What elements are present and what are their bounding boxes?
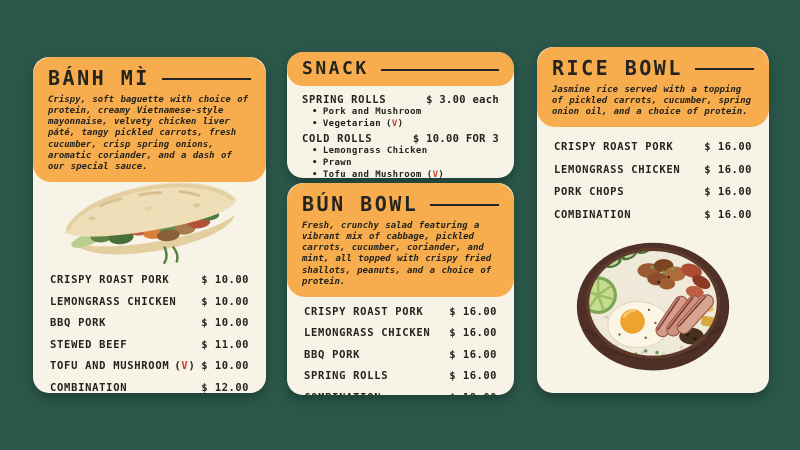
banh-mi-sandwich-illustration (64, 182, 237, 265)
item-price: $ 11.00 (201, 338, 249, 351)
item-name: BBQ PORK (304, 348, 361, 361)
item-price: $ 10.00 (201, 274, 249, 287)
item-name: LEMONGRASS CHICKEN (50, 295, 177, 308)
menu-group-row: SPRING ROLLS $ 3.00 each (302, 94, 499, 106)
menu-option: • Tofu and Mushroom (V) (312, 170, 499, 178)
menu-item-row: CRISPY ROAST PORK $ 16.00 (554, 141, 752, 153)
item-price: $ 10.00 (201, 295, 249, 308)
menu-option: • Prawn (312, 158, 499, 169)
item-price: $ 16.00 (449, 370, 497, 383)
item-price: $ 16.00 (449, 305, 497, 318)
item-price: $ 16.00 (704, 163, 752, 176)
menu-item-row: STEWED BEEF $ 11.00 (50, 339, 249, 351)
item-price: $ 18.00 (449, 392, 497, 395)
card-rice-bowl: RICE BOWL Jasmine rice served with a top… (537, 47, 769, 393)
bullet-icon: • (312, 169, 318, 178)
menu-item-row: LEMONGRASS CHICKEN $ 16.00 (304, 327, 497, 339)
menu-option: • Lemongrass Chicken (312, 146, 499, 157)
rice-bowl-item-list: CRISPY ROAST PORK $ 16.00 LEMONGRASS CHI… (537, 141, 769, 221)
menu-option: • Vegetarian (V) (312, 119, 499, 130)
item-price: $ 16.00 (704, 141, 752, 154)
option-label: Tofu and Mushroom (322, 169, 422, 178)
menu-item-row: CRISPY ROAST PORK $ 16.00 (304, 306, 497, 318)
banh-mi-header: BÁNH MÌ Crispy, soft baguette with choic… (33, 57, 266, 183)
item-name: COMBINATION (50, 381, 128, 393)
group-price: $ 3.00 each (426, 93, 499, 106)
menu-group-row: COLD ROLLS $ 10.00 FOR 3 (302, 133, 499, 145)
item-price: $ 16.00 (449, 348, 497, 361)
item-name: LEMONGRASS CHICKEN (304, 327, 431, 340)
vegetarian-marker: (V) (386, 118, 404, 129)
item-name: CRISPY ROAST PORK (304, 305, 424, 318)
menu-item-row: LEMONGRASS CHICKEN $ 10.00 (50, 296, 249, 308)
card-description: Jasmine rice served with a topping of pi… (552, 85, 752, 118)
menu-item-row: BBQ PORK $ 16.00 (304, 349, 497, 361)
rice-bowl-illustration (576, 243, 730, 371)
banh-mi-illustration-wrap (33, 170, 266, 270)
bun-bowl-header: BÚN BOWL Fresh, crunchy salad featuring … (287, 183, 514, 297)
menu-item-row: PORK CHOPS $ 16.00 (554, 186, 752, 198)
title-rule (161, 78, 251, 80)
menu-item-row: TOFU AND MUSHROOM (V) $ 10.00 (50, 360, 249, 372)
group-price: $ 10.00 FOR 3 (412, 132, 499, 145)
card-description: Fresh, crunchy salad featuring a vibrant… (302, 221, 492, 287)
snack-item-list: SPRING ROLLS $ 3.00 each • Pork and Mushr… (287, 86, 514, 178)
card-title: SNACK (302, 58, 369, 79)
menu-option: • Pork and Mushroom (312, 107, 499, 118)
bullet-icon: • (312, 145, 318, 156)
vegetarian-marker: (V) (426, 169, 445, 178)
item-price: $ 16.00 (449, 327, 497, 340)
snack-header: SNACK (287, 52, 514, 86)
option-label: Prawn (322, 157, 352, 168)
bullet-icon: • (312, 106, 318, 117)
title-rule (430, 204, 499, 206)
option-label: Pork and Mushroom (322, 106, 422, 117)
menu-item-row: SPRING ROLLS $ 16.00 (304, 370, 497, 382)
bullet-icon: • (312, 118, 318, 129)
menu-item-row: LEMONGRASS CHICKEN $ 16.00 (554, 164, 752, 176)
option-label: Vegetarian (322, 118, 382, 129)
item-name: STEWED BEEF (50, 338, 128, 351)
group-name: COLD ROLLS (302, 132, 373, 145)
item-name: PORK CHOPS (554, 186, 625, 199)
item-name: TOFU AND MUSHROOM (V) (50, 360, 196, 373)
menu-item-row: COMBINATION $ 12.00 (50, 382, 249, 393)
card-banh-mi: BÁNH MÌ Crispy, soft baguette with choic… (33, 57, 266, 393)
title-rule (694, 68, 754, 70)
group-name: SPRING ROLLS (302, 93, 387, 106)
menu-item-row: CRISPY ROAST PORK $ 10.00 (50, 274, 249, 286)
card-bun-bowl: BÚN BOWL Fresh, crunchy salad featuring … (287, 183, 514, 395)
item-price: $ 10.00 (201, 317, 249, 330)
card-description: Crispy, soft baguette with choice of pro… (48, 95, 249, 172)
banh-mi-item-list: CRISPY ROAST PORK $ 10.00 LEMONGRASS CHI… (33, 274, 266, 393)
menu-item-row: COMBINATION $ 18.00 (304, 392, 497, 395)
title-rule (380, 68, 499, 71)
rice-bowl-illustration-wrap (537, 231, 769, 383)
menu-item-row: BBQ PORK $ 10.00 (50, 317, 249, 329)
item-name: LEMONGRASS CHICKEN (554, 163, 681, 176)
card-title: RICE BOWL (552, 56, 683, 80)
option-label: Lemongrass Chicken (322, 145, 428, 156)
card-snack: SNACK SPRING ROLLS $ 3.00 each • Pork and… (287, 52, 514, 178)
rice-bowl-header: RICE BOWL Jasmine rice served with a top… (537, 47, 769, 128)
item-name: COMBINATION (554, 208, 632, 221)
item-price: $ 12.00 (201, 381, 249, 393)
item-name: CRISPY ROAST PORK (50, 274, 170, 287)
bullet-icon: • (312, 157, 318, 168)
item-name: COMBINATION (304, 392, 381, 395)
item-price: $ 10.00 (201, 360, 249, 373)
card-title: BÁNH MÌ (48, 66, 150, 90)
vegetarian-marker: (V) (174, 360, 196, 373)
menu-item-row: COMBINATION $ 16.00 (554, 209, 752, 221)
item-name: BBQ PORK (50, 317, 107, 330)
item-price: $ 16.00 (704, 186, 752, 199)
bun-bowl-item-list: CRISPY ROAST PORK $ 16.00 LEMONGRASS CHI… (287, 306, 514, 395)
item-name: SPRING ROLLS (304, 370, 389, 383)
item-price: $ 16.00 (704, 208, 752, 221)
card-title: BÚN BOWL (302, 192, 419, 216)
item-name: CRISPY ROAST PORK (554, 141, 674, 154)
